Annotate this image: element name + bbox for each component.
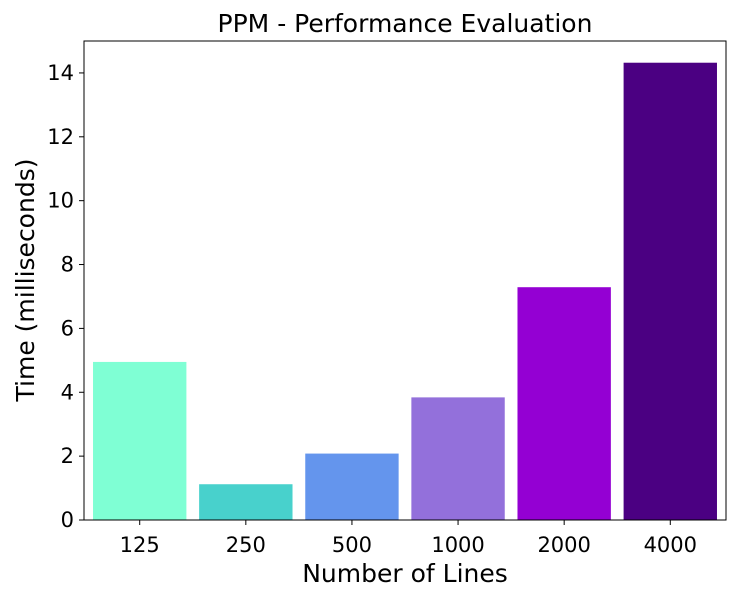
y-tick-label: 14 (47, 61, 74, 85)
y-tick-label: 4 (61, 380, 74, 404)
x-axis-label: Number of Lines (302, 559, 508, 588)
y-tick-label: 2 (61, 444, 74, 468)
bars-layer (93, 62, 717, 521)
bar-125 (93, 361, 187, 520)
x-tick-label: 4000 (644, 533, 697, 557)
y-tick-label: 10 (47, 189, 74, 213)
x-tick-label: 1000 (431, 533, 484, 557)
y-axis-label: Time (milliseconds) (11, 159, 40, 403)
x-tick-label: 2000 (537, 533, 590, 557)
x-axis-ticks: 125 250 500 1000 2000 4000 (120, 520, 697, 557)
y-axis-ticks: 0 2 4 6 8 10 12 14 (47, 61, 84, 532)
y-tick-label: 6 (61, 316, 74, 340)
bar-500 (305, 453, 399, 520)
y-tick-label: 0 (61, 508, 74, 532)
x-tick-label: 500 (332, 533, 372, 557)
chart-title: PPM - Performance Evaluation (218, 9, 593, 38)
y-tick-label: 12 (47, 125, 74, 149)
bar-1000 (411, 397, 505, 520)
bar-4000 (623, 62, 717, 521)
plot-frame (83, 40, 727, 521)
bar-250 (199, 484, 293, 520)
x-tick-label: 250 (226, 533, 266, 557)
y-tick-label: 8 (61, 253, 74, 277)
x-tick-label: 125 (120, 533, 160, 557)
bar-2000 (517, 287, 611, 520)
